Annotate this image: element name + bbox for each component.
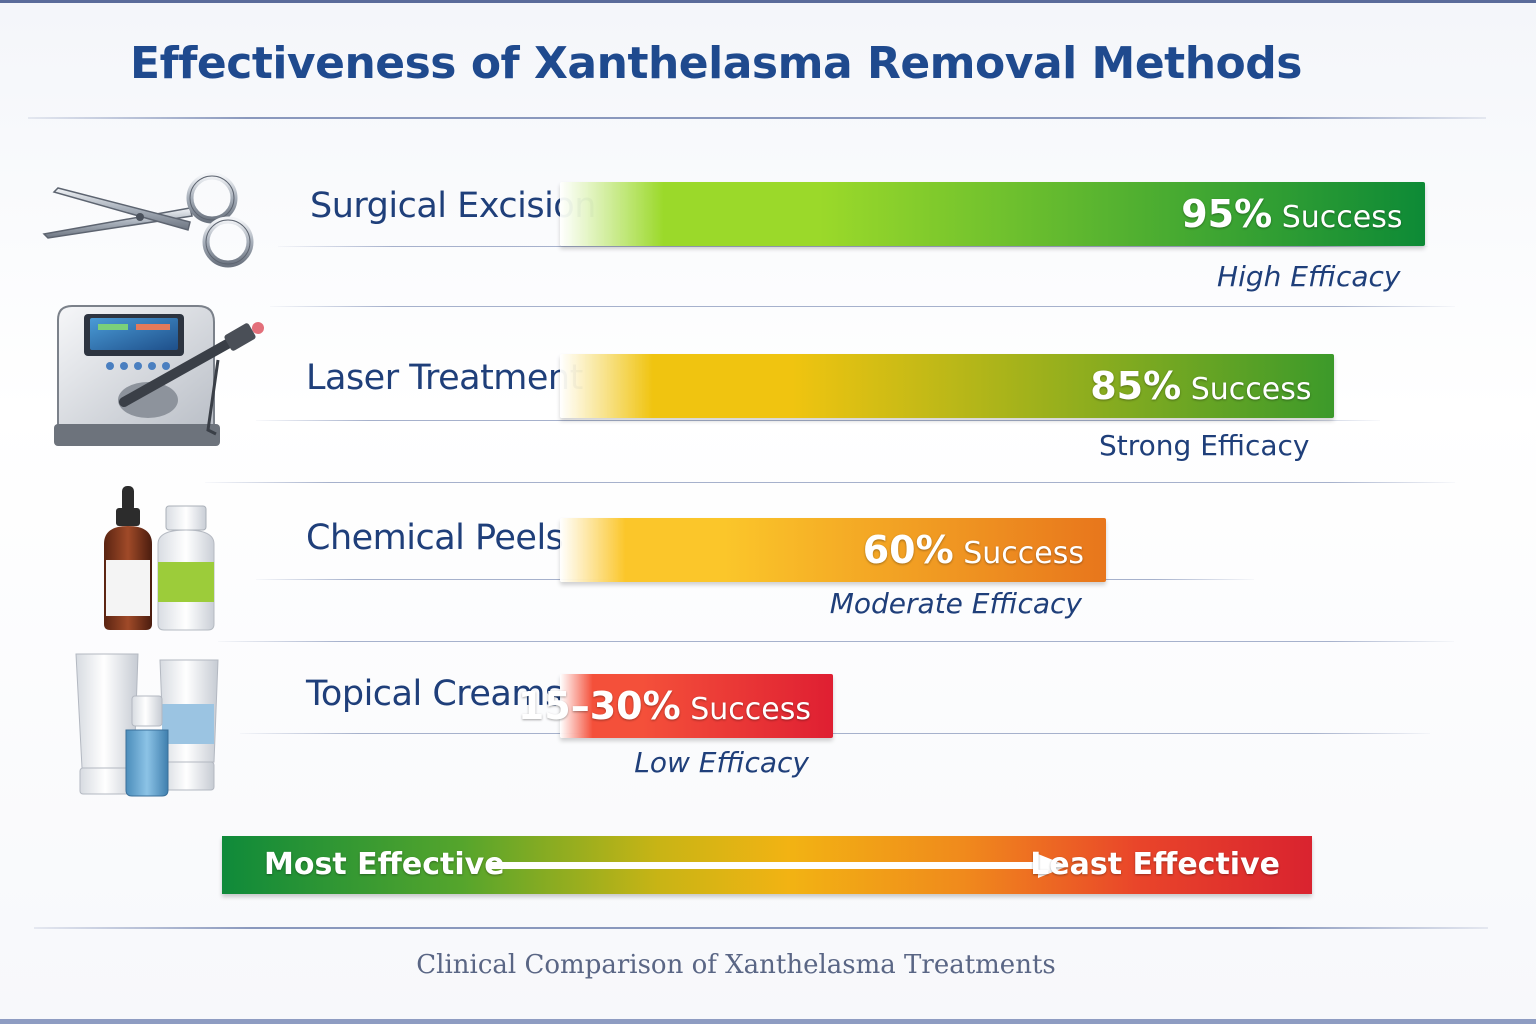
success-bar [560,182,1425,246]
success-bar [560,518,1106,582]
success-suffix: Success [1181,372,1312,407]
bottles-icon [104,486,215,631]
footer-caption: Clinical Comparison of Xanthelasma Treat… [416,950,1056,980]
success-suffix: Success [1272,200,1403,235]
page-title: Effectiveness of Xanthelasma Removal Met… [130,38,1302,89]
top-border [0,0,1536,3]
success-suffix: Success [680,692,811,727]
success-percent: 60% [862,528,954,572]
success-bar [560,674,833,738]
success-value-label: 15–30% Success [518,674,811,746]
title-divider [28,117,1486,119]
row-divider [256,420,1380,421]
method-label: Surgical Excision [310,186,596,226]
method-label: Topical Creams [306,674,563,714]
success-percent: 15–30% [517,684,681,728]
arrow-right-icon [490,854,1068,878]
cream-tubes-icon [75,653,219,797]
success-value-label: 95% Success [1181,182,1402,254]
success-value-label: 60% Success [863,518,1084,590]
method-label: Chemical Peels [306,518,564,558]
success-bar [560,354,1334,418]
row-divider [278,246,1428,247]
footer-divider [34,927,1488,929]
row-divider [270,306,1455,307]
bottom-border [0,1019,1536,1024]
efficacy-label: Strong Efficacy [1099,429,1310,462]
laser-device-icon [54,305,264,446]
legend-left-label: Most Effective [264,847,505,882]
efficacy-label: Low Efficacy [634,746,809,779]
success-value-label: 85% Success [1090,354,1311,426]
legend-right-label: Least Effective [1030,847,1280,882]
method-label: Laser Treatment [306,358,583,398]
success-percent: 95% [1181,192,1273,236]
row-divider [240,733,1430,734]
efficacy-label: Moderate Efficacy [829,587,1082,620]
row-divider [218,641,1454,642]
success-suffix: Success [953,536,1084,571]
success-percent: 85% [1090,364,1182,408]
effectiveness-scale: Most Effective Least Effective [222,836,1312,894]
efficacy-label: High Efficacy [1217,260,1401,293]
row-divider [205,482,1455,483]
scissors-icon [42,172,254,268]
